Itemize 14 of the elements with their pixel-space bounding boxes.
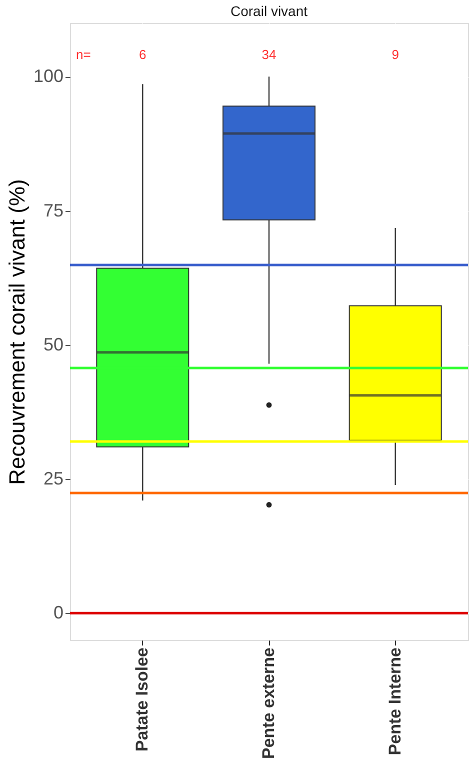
y-axis-title: Recouvrement corail vivant (%) [4, 179, 30, 485]
annotation: 34 [262, 47, 276, 62]
y-tick-label: 100 [33, 66, 64, 86]
y-tick-label: 0 [53, 602, 64, 623]
x-tick-label: Patate Isolee [132, 648, 152, 752]
annotation: n= [76, 47, 91, 62]
x-tick-label: Pente externe [259, 648, 278, 759]
y-tick-label: 75 [43, 200, 64, 220]
y-tick-label: 25 [43, 468, 64, 489]
y-tick-label: 50 [43, 334, 64, 354]
annotation: 6 [139, 47, 146, 62]
annotation: 9 [392, 47, 399, 62]
chart-title: Corail vivant [230, 3, 308, 19]
x-tick-label: Pente Interne [385, 648, 404, 756]
